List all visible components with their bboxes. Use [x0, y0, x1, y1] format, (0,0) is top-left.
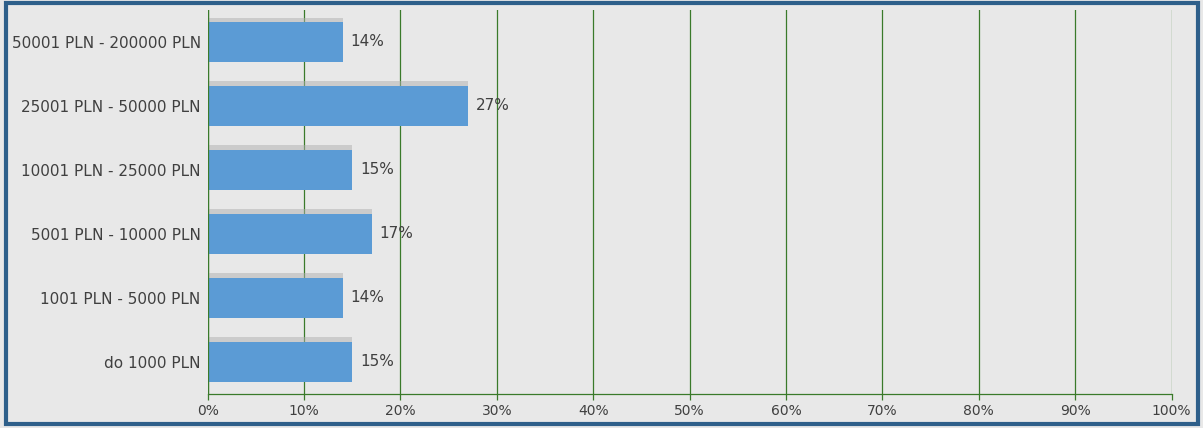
Text: 27%: 27% [475, 98, 510, 113]
Bar [208, 86, 468, 126]
Bar [208, 209, 372, 249]
Bar [208, 342, 352, 382]
Bar [208, 150, 352, 190]
Bar [208, 22, 343, 62]
Text: 17%: 17% [379, 226, 413, 241]
Text: 14%: 14% [350, 290, 384, 305]
Text: 15%: 15% [360, 162, 393, 177]
Bar [208, 337, 352, 377]
Text: 14%: 14% [350, 34, 384, 49]
Bar [208, 214, 372, 254]
Bar [208, 81, 468, 121]
Bar [208, 278, 343, 318]
Bar [208, 18, 343, 57]
Text: 15%: 15% [360, 354, 393, 369]
Bar [208, 146, 352, 185]
Bar [208, 273, 343, 313]
